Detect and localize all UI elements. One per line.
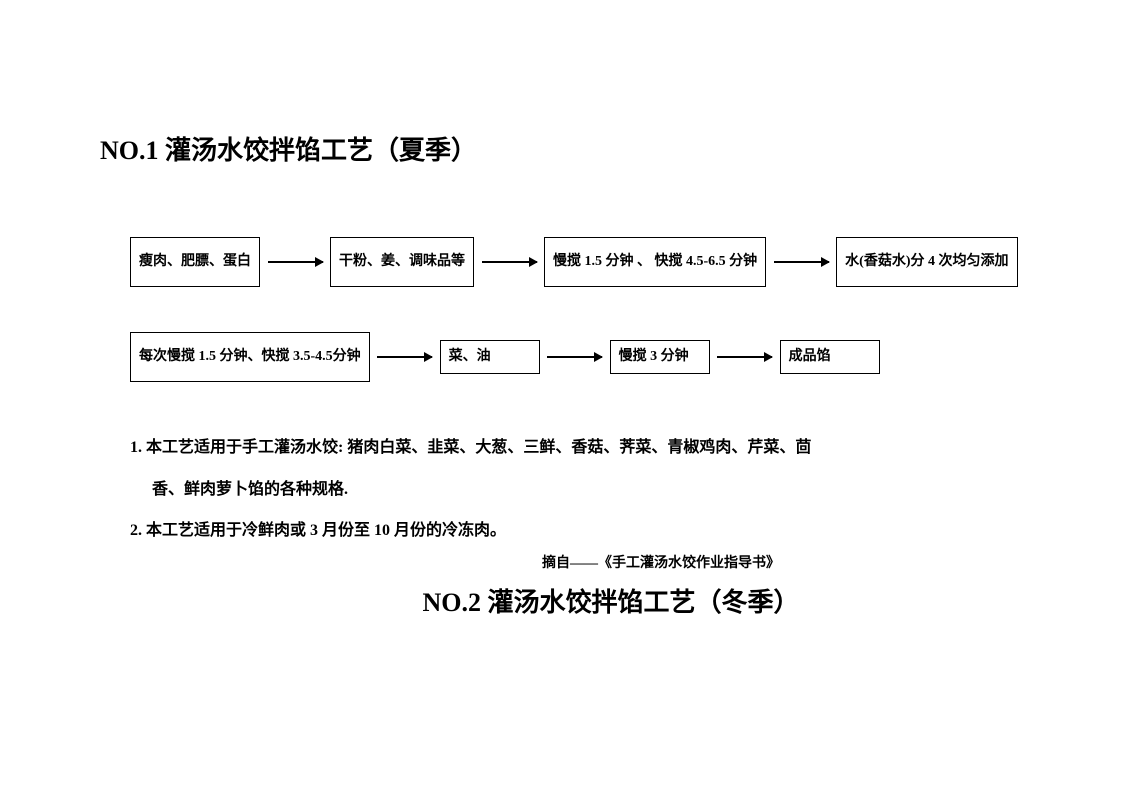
flow-box-result: 成品馅 — [780, 340, 880, 374]
flow-row-2: 每次慢搅 1.5 分钟、快搅 3.5-4.5分钟 菜、油 慢搅 3 分钟 成品馅 — [100, 332, 1022, 382]
flow-box-veg-oil: 菜、油 — [440, 340, 540, 374]
flow-box-powder: 干粉、姜、调味品等 — [330, 237, 474, 287]
note-1-line-b: 香、鲜肉萝卜馅的各种规格. — [130, 469, 1022, 511]
flow-row-1: 瘦肉、肥膘、蛋白 干粉、姜、调味品等 慢搅 1.5 分钟 、 快搅 4.5-6.… — [100, 237, 1022, 287]
title-summer: NO.1 灌汤水饺拌馅工艺（夏季） — [100, 130, 1022, 167]
arrow-icon — [710, 356, 780, 358]
arrow-icon — [260, 261, 330, 263]
flow-box-stir1: 慢搅 1.5 分钟 、 快搅 4.5-6.5 分钟 — [544, 237, 766, 287]
title-winter: NO.2 灌汤水饺拌馅工艺（冬季） — [200, 582, 1022, 619]
flow-box-water: 水(香菇水)分 4 次均匀添加 — [836, 237, 1017, 287]
citation-text: 摘自——《手工灌汤水饺作业指导书》 — [100, 552, 1022, 572]
note-1-line-a: 1. 本工艺适用于手工灌汤水饺: 猪肉白菜、韭菜、大葱、三鲜、香菇、荠菜、青椒鸡… — [130, 427, 1022, 469]
flow-box-stir2: 每次慢搅 1.5 分钟、快搅 3.5-4.5分钟 — [130, 332, 370, 382]
flow-box-meat: 瘦肉、肥膘、蛋白 — [130, 237, 260, 287]
flow-box-stir3: 慢搅 3 分钟 — [610, 340, 710, 374]
arrow-icon — [370, 356, 440, 358]
arrow-icon — [474, 261, 544, 263]
arrow-icon — [766, 261, 836, 263]
note-2: 2. 本工艺适用于冷鲜肉或 3 月份至 10 月份的冷冻肉。 — [130, 510, 1022, 552]
notes-section: 1. 本工艺适用于手工灌汤水饺: 猪肉白菜、韭菜、大葱、三鲜、香菇、荠菜、青椒鸡… — [100, 427, 1022, 552]
arrow-icon — [540, 356, 610, 358]
